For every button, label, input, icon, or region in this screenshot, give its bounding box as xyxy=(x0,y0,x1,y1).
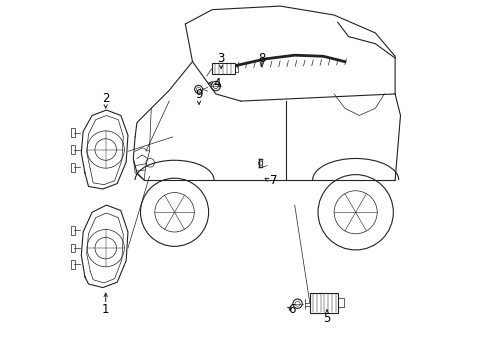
Text: 4: 4 xyxy=(213,77,221,90)
Bar xyxy=(338,298,343,307)
Bar xyxy=(70,260,75,269)
Bar xyxy=(70,129,75,137)
Bar xyxy=(211,63,234,74)
Text: 8: 8 xyxy=(258,51,265,64)
Text: 6: 6 xyxy=(287,303,295,316)
Bar xyxy=(70,145,75,154)
Bar xyxy=(70,226,75,234)
Text: 3: 3 xyxy=(217,51,224,64)
Bar xyxy=(70,244,75,252)
Bar xyxy=(309,293,338,313)
Text: 9: 9 xyxy=(195,88,203,101)
Text: 1: 1 xyxy=(102,303,109,316)
Text: 2: 2 xyxy=(102,92,109,105)
Bar xyxy=(234,66,238,72)
Bar xyxy=(70,163,75,172)
Text: 5: 5 xyxy=(323,311,330,325)
Text: 7: 7 xyxy=(269,174,277,186)
